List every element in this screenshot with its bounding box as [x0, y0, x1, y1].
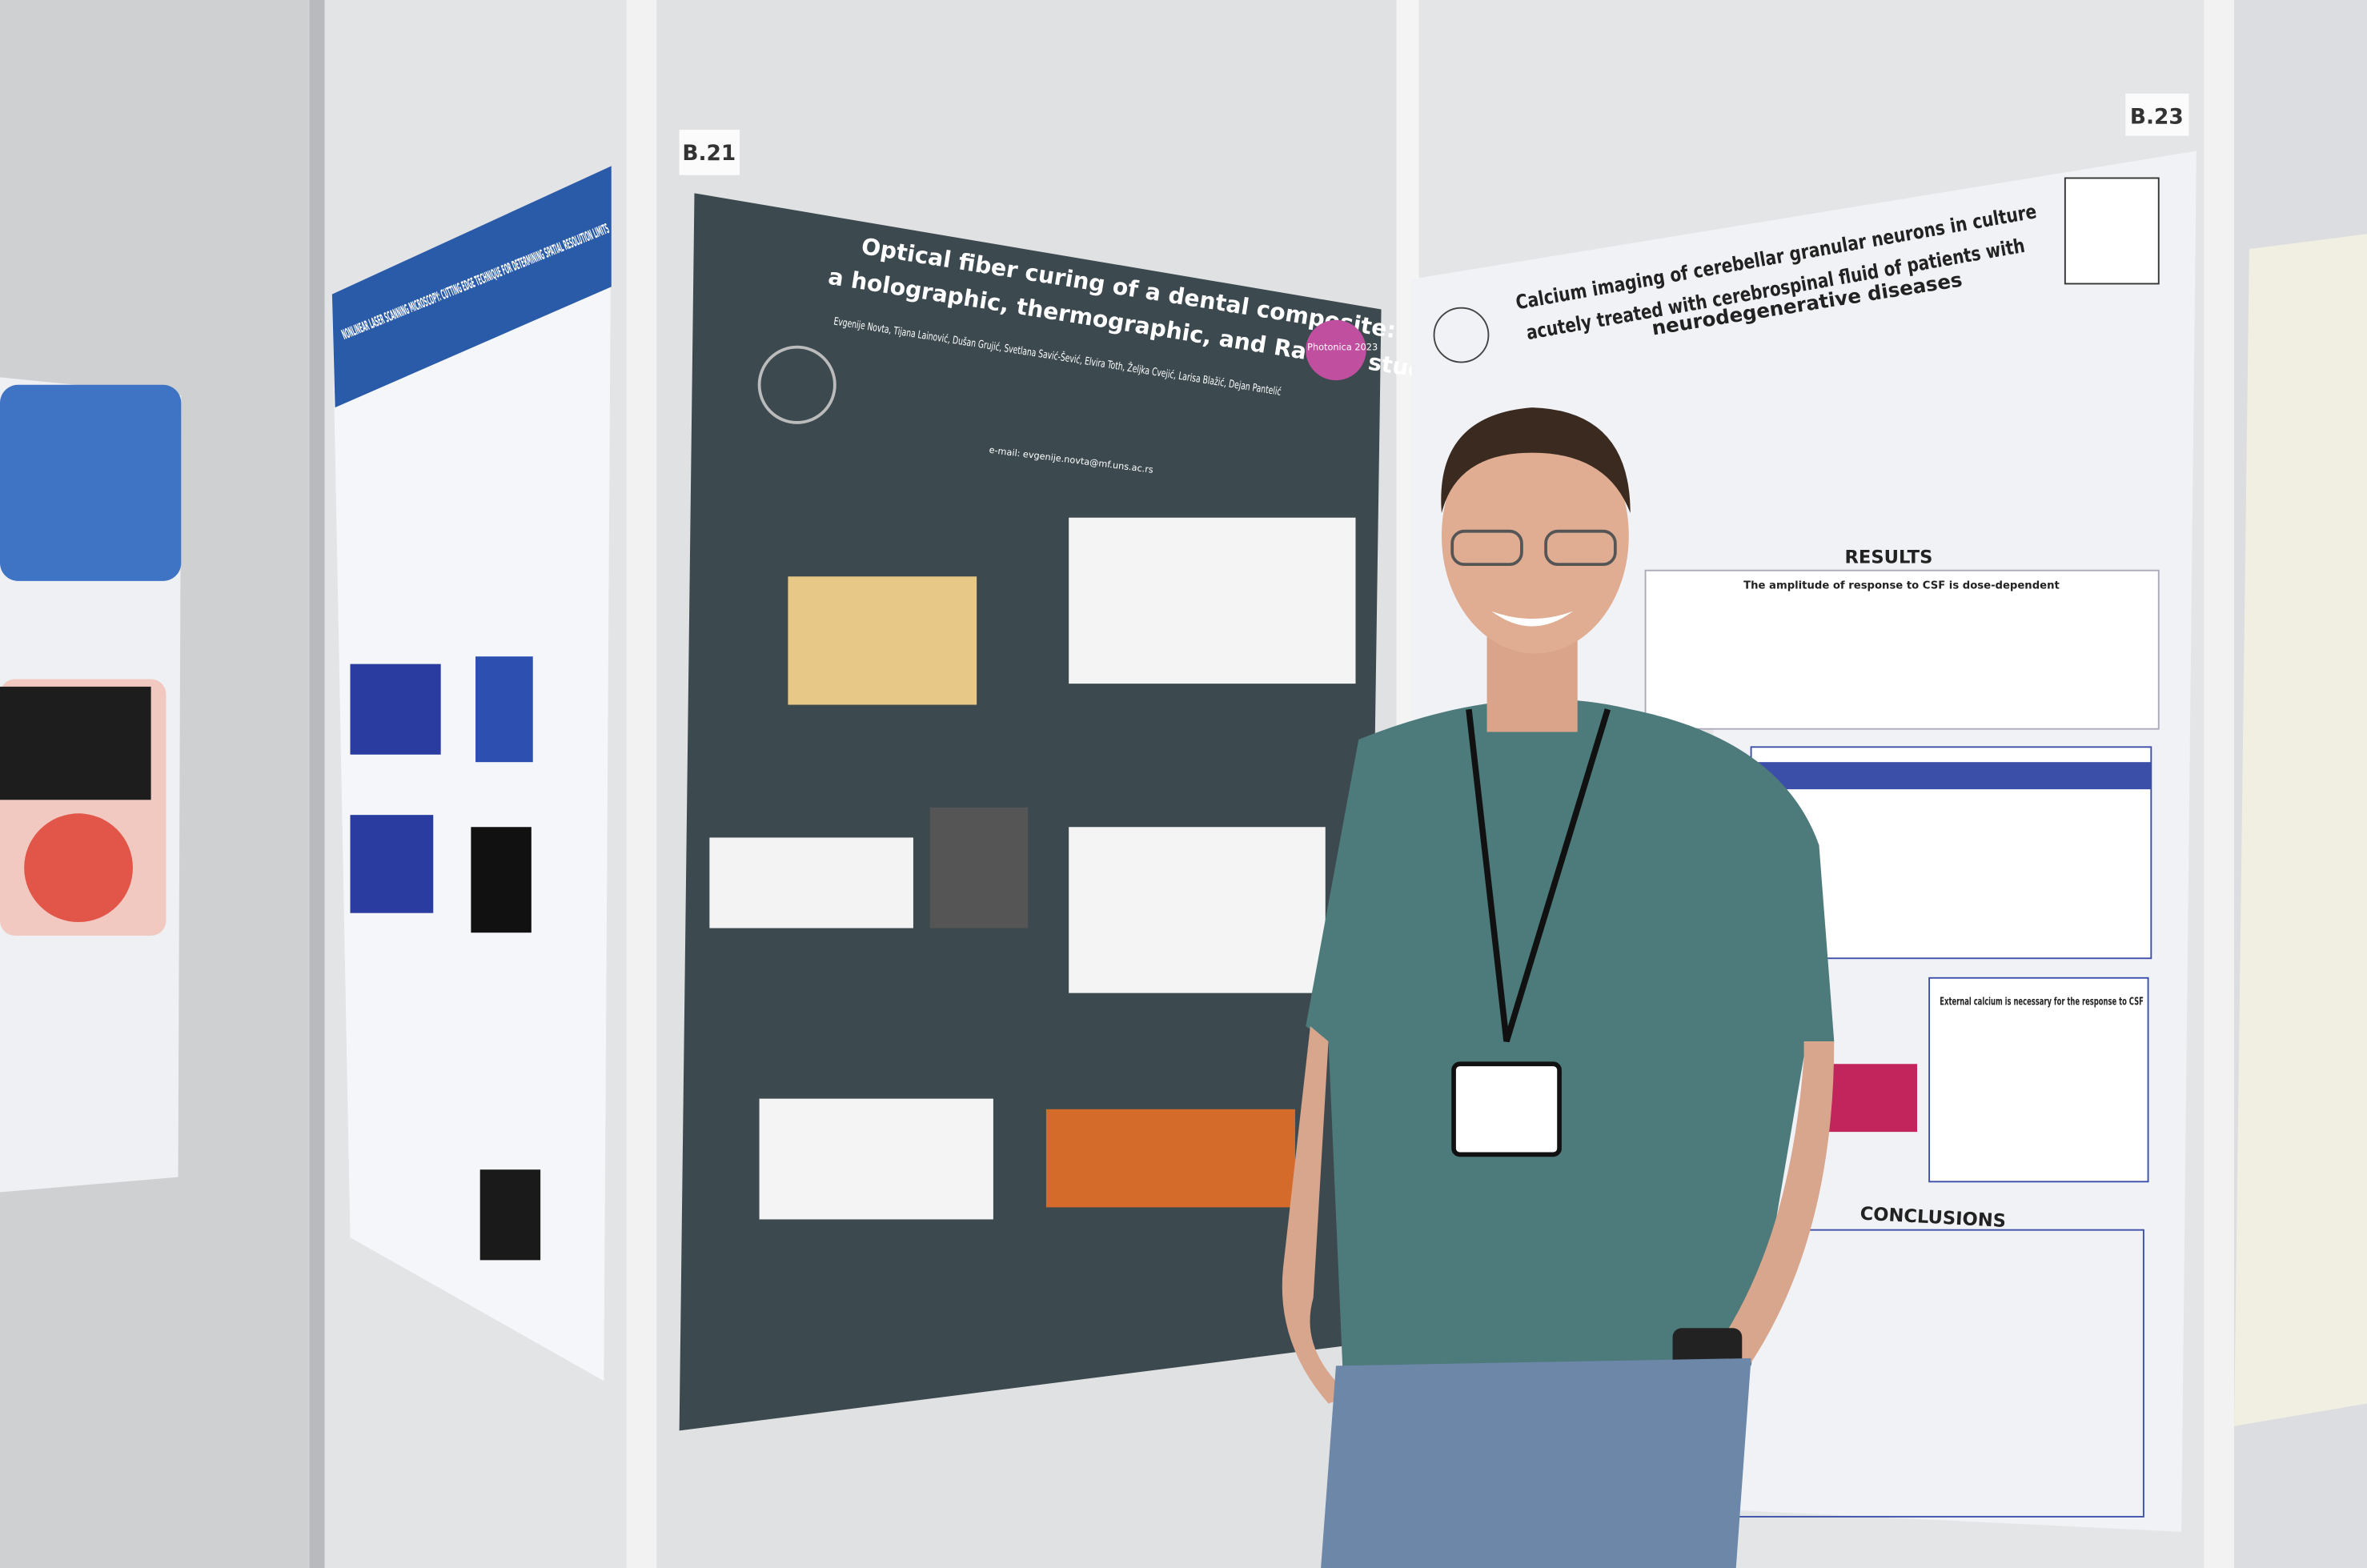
poster-figure	[479, 1169, 541, 1261]
person-glasses	[1450, 529, 1523, 567]
poster-table	[1045, 1109, 1296, 1208]
poster-logo-text: Photonica 2023	[1307, 342, 1378, 352]
person-hair	[1441, 407, 1631, 514]
poster-figure	[471, 827, 532, 933]
board-label: B.23	[2130, 106, 2184, 130]
post	[309, 0, 325, 1568]
board-label-bg	[679, 130, 740, 175]
poster-seal	[757, 345, 836, 424]
poster-figure	[1826, 1064, 1918, 1133]
poster-logo	[2064, 177, 2160, 285]
poster-block	[0, 384, 182, 581]
person-glasses	[1544, 529, 1617, 567]
poster-figure	[788, 576, 977, 705]
poster-logo	[1306, 319, 1366, 381]
post	[626, 0, 657, 1568]
person-jeans	[1321, 1357, 1751, 1568]
poster	[679, 193, 1382, 1431]
poster-heading: RESULTS	[1844, 547, 1932, 567]
poster	[2234, 234, 2367, 1426]
poster-table-header	[1751, 762, 2152, 790]
poster-figure	[709, 837, 913, 928]
person-smile	[1491, 611, 1574, 627]
poster-figure	[350, 664, 441, 755]
poster	[331, 166, 612, 1382]
poster-figure	[0, 686, 151, 800]
person-badge	[1451, 1061, 1562, 1157]
poster-subheading: The amplitude of response to CSF is dose…	[1743, 579, 2060, 592]
poster-chart	[1069, 517, 1356, 684]
person-shirt	[1306, 699, 1835, 1389]
board-label: B.21	[682, 142, 736, 166]
poster-figure	[759, 1098, 993, 1220]
poster-figure	[929, 807, 1029, 928]
person-arm	[1691, 1041, 1835, 1404]
person-arm	[1282, 1026, 1351, 1404]
poster-subheading: External calcium is necessary for the re…	[1940, 997, 2144, 1009]
poster-seal	[1433, 307, 1490, 363]
poster-box	[1928, 976, 2149, 1183]
poster-figure	[475, 656, 533, 763]
poster-box	[1644, 569, 2160, 730]
board-label-bg	[2125, 93, 2189, 136]
poster-header	[331, 166, 612, 408]
poster-figure	[24, 813, 133, 923]
poster-figure	[350, 815, 434, 913]
person-head	[1441, 418, 1629, 654]
person-lanyard	[1466, 708, 1611, 1043]
post	[2204, 0, 2235, 1568]
poster-chart	[1069, 827, 1326, 993]
